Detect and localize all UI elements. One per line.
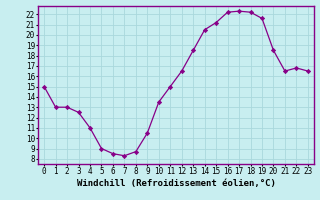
X-axis label: Windchill (Refroidissement éolien,°C): Windchill (Refroidissement éolien,°C) (76, 179, 276, 188)
